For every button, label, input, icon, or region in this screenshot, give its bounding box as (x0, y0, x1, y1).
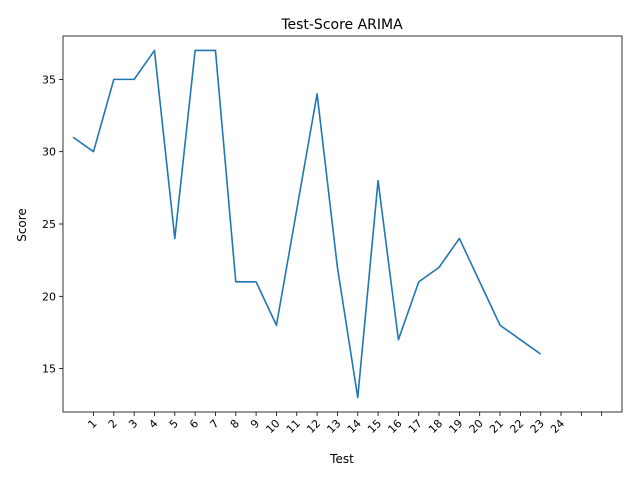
x-tick-label: 19 (446, 417, 465, 436)
x-tick-label: 4 (146, 417, 160, 431)
x-tick-label: 20 (467, 417, 486, 436)
x-tick-label: 3 (126, 417, 140, 431)
x-tick-label: 16 (385, 417, 404, 436)
x-axis-label: Test (329, 452, 354, 466)
x-tick-label: 23 (528, 417, 547, 436)
y-tick-label: 30 (42, 146, 56, 159)
x-tick-label: 12 (304, 417, 323, 436)
x-tick-label: 11 (284, 417, 303, 436)
x-tick-label: 14 (345, 417, 364, 436)
x-tick-label: 17 (406, 417, 425, 436)
chart-title: Test-Score ARIMA (280, 17, 403, 33)
y-axis-label: Score (15, 208, 29, 242)
x-tick-label: 18 (426, 417, 445, 436)
plot-frame (62, 35, 623, 413)
y-tick-label: 25 (42, 218, 56, 231)
x-tick-label: 15 (365, 417, 384, 436)
x-tick-label: 6 (187, 417, 201, 431)
x-tick-label: 13 (324, 417, 343, 436)
x-tick-label: 2 (106, 417, 120, 431)
x-tick-label: 10 (263, 417, 282, 436)
x-tick-label: 21 (487, 417, 506, 436)
y-tick-label: 15 (42, 363, 56, 376)
x-tick-label: 5 (167, 417, 181, 431)
x-tick-label: 7 (207, 417, 221, 431)
x-tick-label: 1 (85, 417, 99, 431)
x-tick-label: 22 (507, 417, 526, 436)
x-tick-label: 8 (228, 417, 242, 431)
y-tick-label: 35 (42, 73, 56, 86)
x-tick-label: 24 (548, 417, 567, 436)
y-tick-label: 20 (42, 290, 56, 303)
x-tick-label: 9 (248, 417, 262, 431)
series-line-0 (72, 49, 542, 399)
